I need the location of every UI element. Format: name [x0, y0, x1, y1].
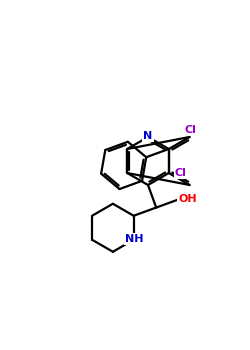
Text: NH: NH: [126, 234, 144, 244]
Text: Cl: Cl: [185, 125, 196, 135]
Text: N: N: [144, 131, 152, 141]
Text: OH: OH: [178, 194, 197, 204]
Text: Cl: Cl: [175, 168, 187, 178]
